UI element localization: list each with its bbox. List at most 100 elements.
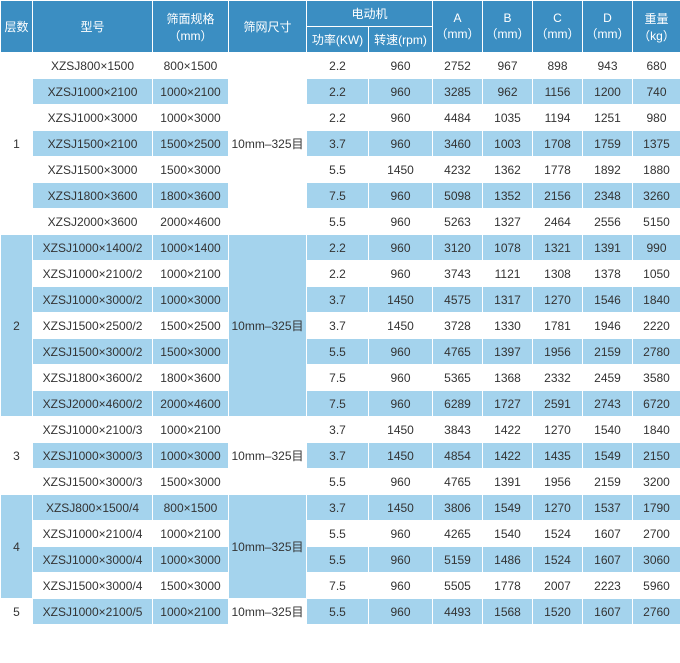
cell-wt: 1840 xyxy=(633,287,680,313)
cell-b: 1778 xyxy=(483,573,533,599)
hdr-b: B（mm） xyxy=(483,1,533,53)
cell-screen: 1000×2100 xyxy=(153,79,229,105)
cell-model: XZSJ1800×3600 xyxy=(33,183,153,209)
cell-kw: 2.2 xyxy=(307,53,369,79)
cell-d: 2459 xyxy=(583,365,633,391)
cell-a: 3843 xyxy=(433,417,483,443)
cell-a: 2752 xyxy=(433,53,483,79)
cell-d: 2348 xyxy=(583,183,633,209)
table-row: XZSJ1800×3600/21800×36007.59605365136823… xyxy=(1,365,680,391)
hdr-rpm: 转速(rpm) xyxy=(369,27,433,53)
cell-a: 3120 xyxy=(433,235,483,261)
cell-wt: 2780 xyxy=(633,339,680,365)
cell-kw: 5.5 xyxy=(307,469,369,495)
cell-model: XZSJ1500×2100 xyxy=(33,131,153,157)
table-row: XZSJ2000×36002000×46005.5960526313272464… xyxy=(1,209,680,235)
cell-c: 2007 xyxy=(533,573,583,599)
cell-d: 1540 xyxy=(583,417,633,443)
cell-a: 3285 xyxy=(433,79,483,105)
cell-a: 4265 xyxy=(433,521,483,547)
cell-model: XZSJ800×1500/4 xyxy=(33,495,153,521)
cell-a: 3460 xyxy=(433,131,483,157)
hdr-motor: 电动机 xyxy=(307,1,433,27)
table-row: XZSJ1500×3000/21500×30005.59604765139719… xyxy=(1,339,680,365)
cell-wt: 3200 xyxy=(633,469,680,495)
cell-d: 2159 xyxy=(583,339,633,365)
cell-c: 1520 xyxy=(533,599,583,625)
cell-model: XZSJ1000×2100/2 xyxy=(33,261,153,287)
cell-screen: 2000×4600 xyxy=(153,209,229,235)
cell-mesh: 10mm–325目 xyxy=(229,235,307,417)
cell-screen: 1500×3000 xyxy=(153,573,229,599)
cell-model: XZSJ1500×3000/4 xyxy=(33,573,153,599)
cell-model: XZSJ1500×3000 xyxy=(33,157,153,183)
cell-kw: 2.2 xyxy=(307,235,369,261)
cell-d: 2556 xyxy=(583,209,633,235)
cell-wt: 2760 xyxy=(633,599,680,625)
cell-rpm: 960 xyxy=(369,365,433,391)
cell-screen: 1800×3600 xyxy=(153,365,229,391)
cell-wt: 1375 xyxy=(633,131,680,157)
cell-rpm: 1450 xyxy=(369,313,433,339)
table-header: 层数 型号 筛面规格（mm） 筛网尺寸 电动机 A（mm） B（mm） C（mm… xyxy=(1,1,680,53)
cell-model: XZSJ1000×1400/2 xyxy=(33,235,153,261)
cell-wt: 2150 xyxy=(633,443,680,469)
cell-b: 1727 xyxy=(483,391,533,417)
table-row: XZSJ1000×3000/41000×30005.59605159148615… xyxy=(1,547,680,573)
table-body: 1XZSJ800×1500800×150010mm–325目2.29602752… xyxy=(1,53,680,625)
cell-model: XZSJ1500×3000/3 xyxy=(33,469,153,495)
table-row: 1XZSJ800×1500800×150010mm–325目2.29602752… xyxy=(1,53,680,79)
cell-screen: 1000×3000 xyxy=(153,547,229,573)
cell-screen: 1000×3000 xyxy=(153,105,229,131)
cell-b: 1003 xyxy=(483,131,533,157)
hdr-d: D（mm） xyxy=(583,1,633,53)
cell-b: 1078 xyxy=(483,235,533,261)
cell-b: 1422 xyxy=(483,443,533,469)
table-row: XZSJ1500×30001500×30005.5145042321362177… xyxy=(1,157,680,183)
cell-c: 1956 xyxy=(533,469,583,495)
cell-d: 1759 xyxy=(583,131,633,157)
cell-a: 5263 xyxy=(433,209,483,235)
cell-model: XZSJ1500×3000/2 xyxy=(33,339,153,365)
cell-b: 1317 xyxy=(483,287,533,313)
cell-rpm: 1450 xyxy=(369,157,433,183)
cell-b: 1549 xyxy=(483,495,533,521)
cell-wt: 2220 xyxy=(633,313,680,339)
cell-model: XZSJ1000×2100 xyxy=(33,79,153,105)
cell-d: 1607 xyxy=(583,547,633,573)
cell-rpm: 1450 xyxy=(369,417,433,443)
table-row: XZSJ1000×3000/31000×30003.71450485414221… xyxy=(1,443,680,469)
cell-wt: 1790 xyxy=(633,495,680,521)
cell-d: 1946 xyxy=(583,313,633,339)
cell-a: 4493 xyxy=(433,599,483,625)
cell-model: XZSJ1000×3000/3 xyxy=(33,443,153,469)
cell-screen: 1000×2100 xyxy=(153,599,229,625)
cell-kw: 5.5 xyxy=(307,157,369,183)
cell-rpm: 960 xyxy=(369,261,433,287)
cell-wt: 990 xyxy=(633,235,680,261)
cell-kw: 2.2 xyxy=(307,261,369,287)
hdr-screen: 筛面规格（mm） xyxy=(153,1,229,53)
cell-model: XZSJ1000×3000 xyxy=(33,105,153,131)
cell-kw: 7.5 xyxy=(307,391,369,417)
cell-rpm: 960 xyxy=(369,209,433,235)
table-row: XZSJ1000×30001000×30002.2960448410351194… xyxy=(1,105,680,131)
cell-c: 1524 xyxy=(533,521,583,547)
cell-c: 1321 xyxy=(533,235,583,261)
cell-d: 1892 xyxy=(583,157,633,183)
cell-c: 1308 xyxy=(533,261,583,287)
table-row: 3XZSJ1000×2100/31000×210010mm–325目3.7145… xyxy=(1,417,680,443)
cell-screen: 800×1500 xyxy=(153,495,229,521)
cell-c: 1270 xyxy=(533,287,583,313)
cell-model: XZSJ1000×3000/4 xyxy=(33,547,153,573)
table-row: 4XZSJ800×1500/4800×150010mm–325目3.714503… xyxy=(1,495,680,521)
cell-screen: 800×1500 xyxy=(153,53,229,79)
cell-kw: 5.5 xyxy=(307,339,369,365)
cell-kw: 2.2 xyxy=(307,79,369,105)
hdr-layer: 层数 xyxy=(1,1,33,53)
cell-rpm: 960 xyxy=(369,339,433,365)
cell-c: 2332 xyxy=(533,365,583,391)
cell-b: 1352 xyxy=(483,183,533,209)
cell-wt: 1050 xyxy=(633,261,680,287)
cell-wt: 1840 xyxy=(633,417,680,443)
